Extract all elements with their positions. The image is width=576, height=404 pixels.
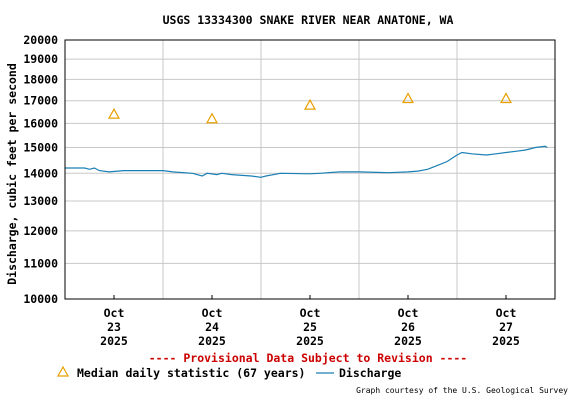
x-tick-label: 2025 <box>296 334 324 348</box>
y-axis-ticks: 10000 11000 12000 13000 14000 15000 16000 17000… <box>23 33 58 306</box>
x-tick-label: 2025 <box>492 334 520 348</box>
y-tick-label: 17000 <box>23 94 58 108</box>
y-tick-label: 14000 <box>23 166 58 180</box>
y-tick-label: 13000 <box>23 194 58 208</box>
y-axis-label: Discharge, cubic feet per second <box>5 63 19 285</box>
legend-triangle-icon <box>56 365 70 377</box>
x-tick-label: 2025 <box>394 334 422 348</box>
x-tick-label: 26 <box>401 320 415 334</box>
chart-title: USGS 13334300 SNAKE RIVER NEAR ANATONE, … <box>163 13 454 27</box>
legend: Median daily statistic (67 years) Discha… <box>56 365 401 380</box>
x-tick-label: 24 <box>205 320 219 334</box>
x-tick-label: 23 <box>107 320 121 334</box>
y-tick-label: 15000 <box>23 140 58 154</box>
y-tick-label: 10000 <box>23 292 58 306</box>
x-tick-label: Oct <box>496 306 517 320</box>
x-tick-label: Oct <box>104 306 125 320</box>
x-tick-label: 2025 <box>100 334 128 348</box>
y-tick-label: 18000 <box>23 72 58 86</box>
x-tick-label: 25 <box>303 320 317 334</box>
median-point <box>401 92 415 104</box>
y-tick-label: 20000 <box>23 33 58 47</box>
y-tick-label: 11000 <box>23 256 58 270</box>
x-tick-label: Oct <box>202 306 223 320</box>
credit-text: Graph courtesy of the U.S. Geological Su… <box>356 386 568 395</box>
x-tick-label: 27 <box>499 320 513 334</box>
grid <box>64 39 556 300</box>
median-point <box>499 92 513 104</box>
provisional-notice: ---- Provisional Data Subject to Revisio… <box>149 351 468 365</box>
y-tick-label: 19000 <box>23 52 58 66</box>
median-point <box>303 98 317 110</box>
x-tick-label: Oct <box>300 306 321 320</box>
x-tick-label: 2025 <box>198 334 226 348</box>
median-point <box>107 107 121 119</box>
x-tick-label: Oct <box>398 306 419 320</box>
median-point <box>205 112 219 124</box>
plot-frame <box>64 39 556 300</box>
y-tick-label: 12000 <box>23 224 58 238</box>
legend-median-label: Median daily statistic (67 years) <box>77 366 305 380</box>
x-axis-ticks: Oct232025Oct242025Oct252025Oct262025Oct2… <box>100 295 520 348</box>
plot-series <box>65 92 548 178</box>
y-tick-label: 16000 <box>23 116 58 130</box>
discharge-line <box>65 145 548 178</box>
legend-discharge-label: Discharge <box>339 366 401 380</box>
